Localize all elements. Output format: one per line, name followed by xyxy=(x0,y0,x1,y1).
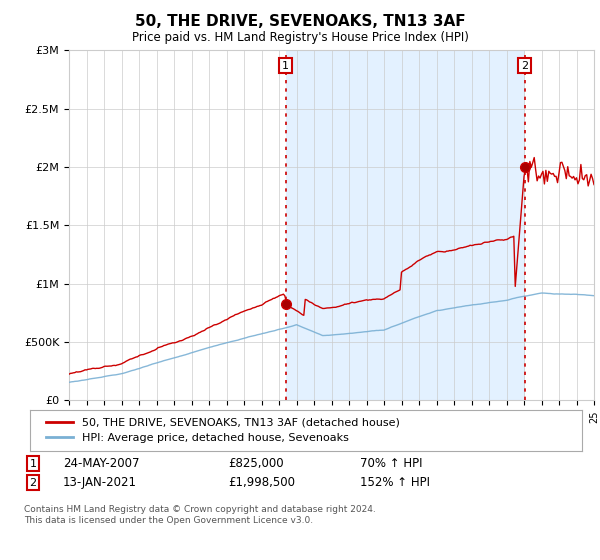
Text: 2: 2 xyxy=(521,60,528,71)
Text: £825,000: £825,000 xyxy=(228,457,284,470)
Text: £1,998,500: £1,998,500 xyxy=(228,476,295,489)
Bar xyxy=(286,50,524,400)
Text: Contains HM Land Registry data © Crown copyright and database right 2024.
This d: Contains HM Land Registry data © Crown c… xyxy=(24,505,376,525)
Text: 2: 2 xyxy=(29,478,37,488)
Text: Price paid vs. HM Land Registry's House Price Index (HPI): Price paid vs. HM Land Registry's House … xyxy=(131,31,469,44)
Text: 24-MAY-2007: 24-MAY-2007 xyxy=(63,457,139,470)
Legend: 50, THE DRIVE, SEVENOAKS, TN13 3AF (detached house), HPI: Average price, detache: 50, THE DRIVE, SEVENOAKS, TN13 3AF (deta… xyxy=(41,413,404,447)
Text: 70% ↑ HPI: 70% ↑ HPI xyxy=(360,457,422,470)
Text: 1: 1 xyxy=(29,459,37,469)
Text: 1: 1 xyxy=(282,60,289,71)
Text: 50, THE DRIVE, SEVENOAKS, TN13 3AF: 50, THE DRIVE, SEVENOAKS, TN13 3AF xyxy=(134,14,466,29)
Text: 152% ↑ HPI: 152% ↑ HPI xyxy=(360,476,430,489)
Text: 13-JAN-2021: 13-JAN-2021 xyxy=(63,476,137,489)
